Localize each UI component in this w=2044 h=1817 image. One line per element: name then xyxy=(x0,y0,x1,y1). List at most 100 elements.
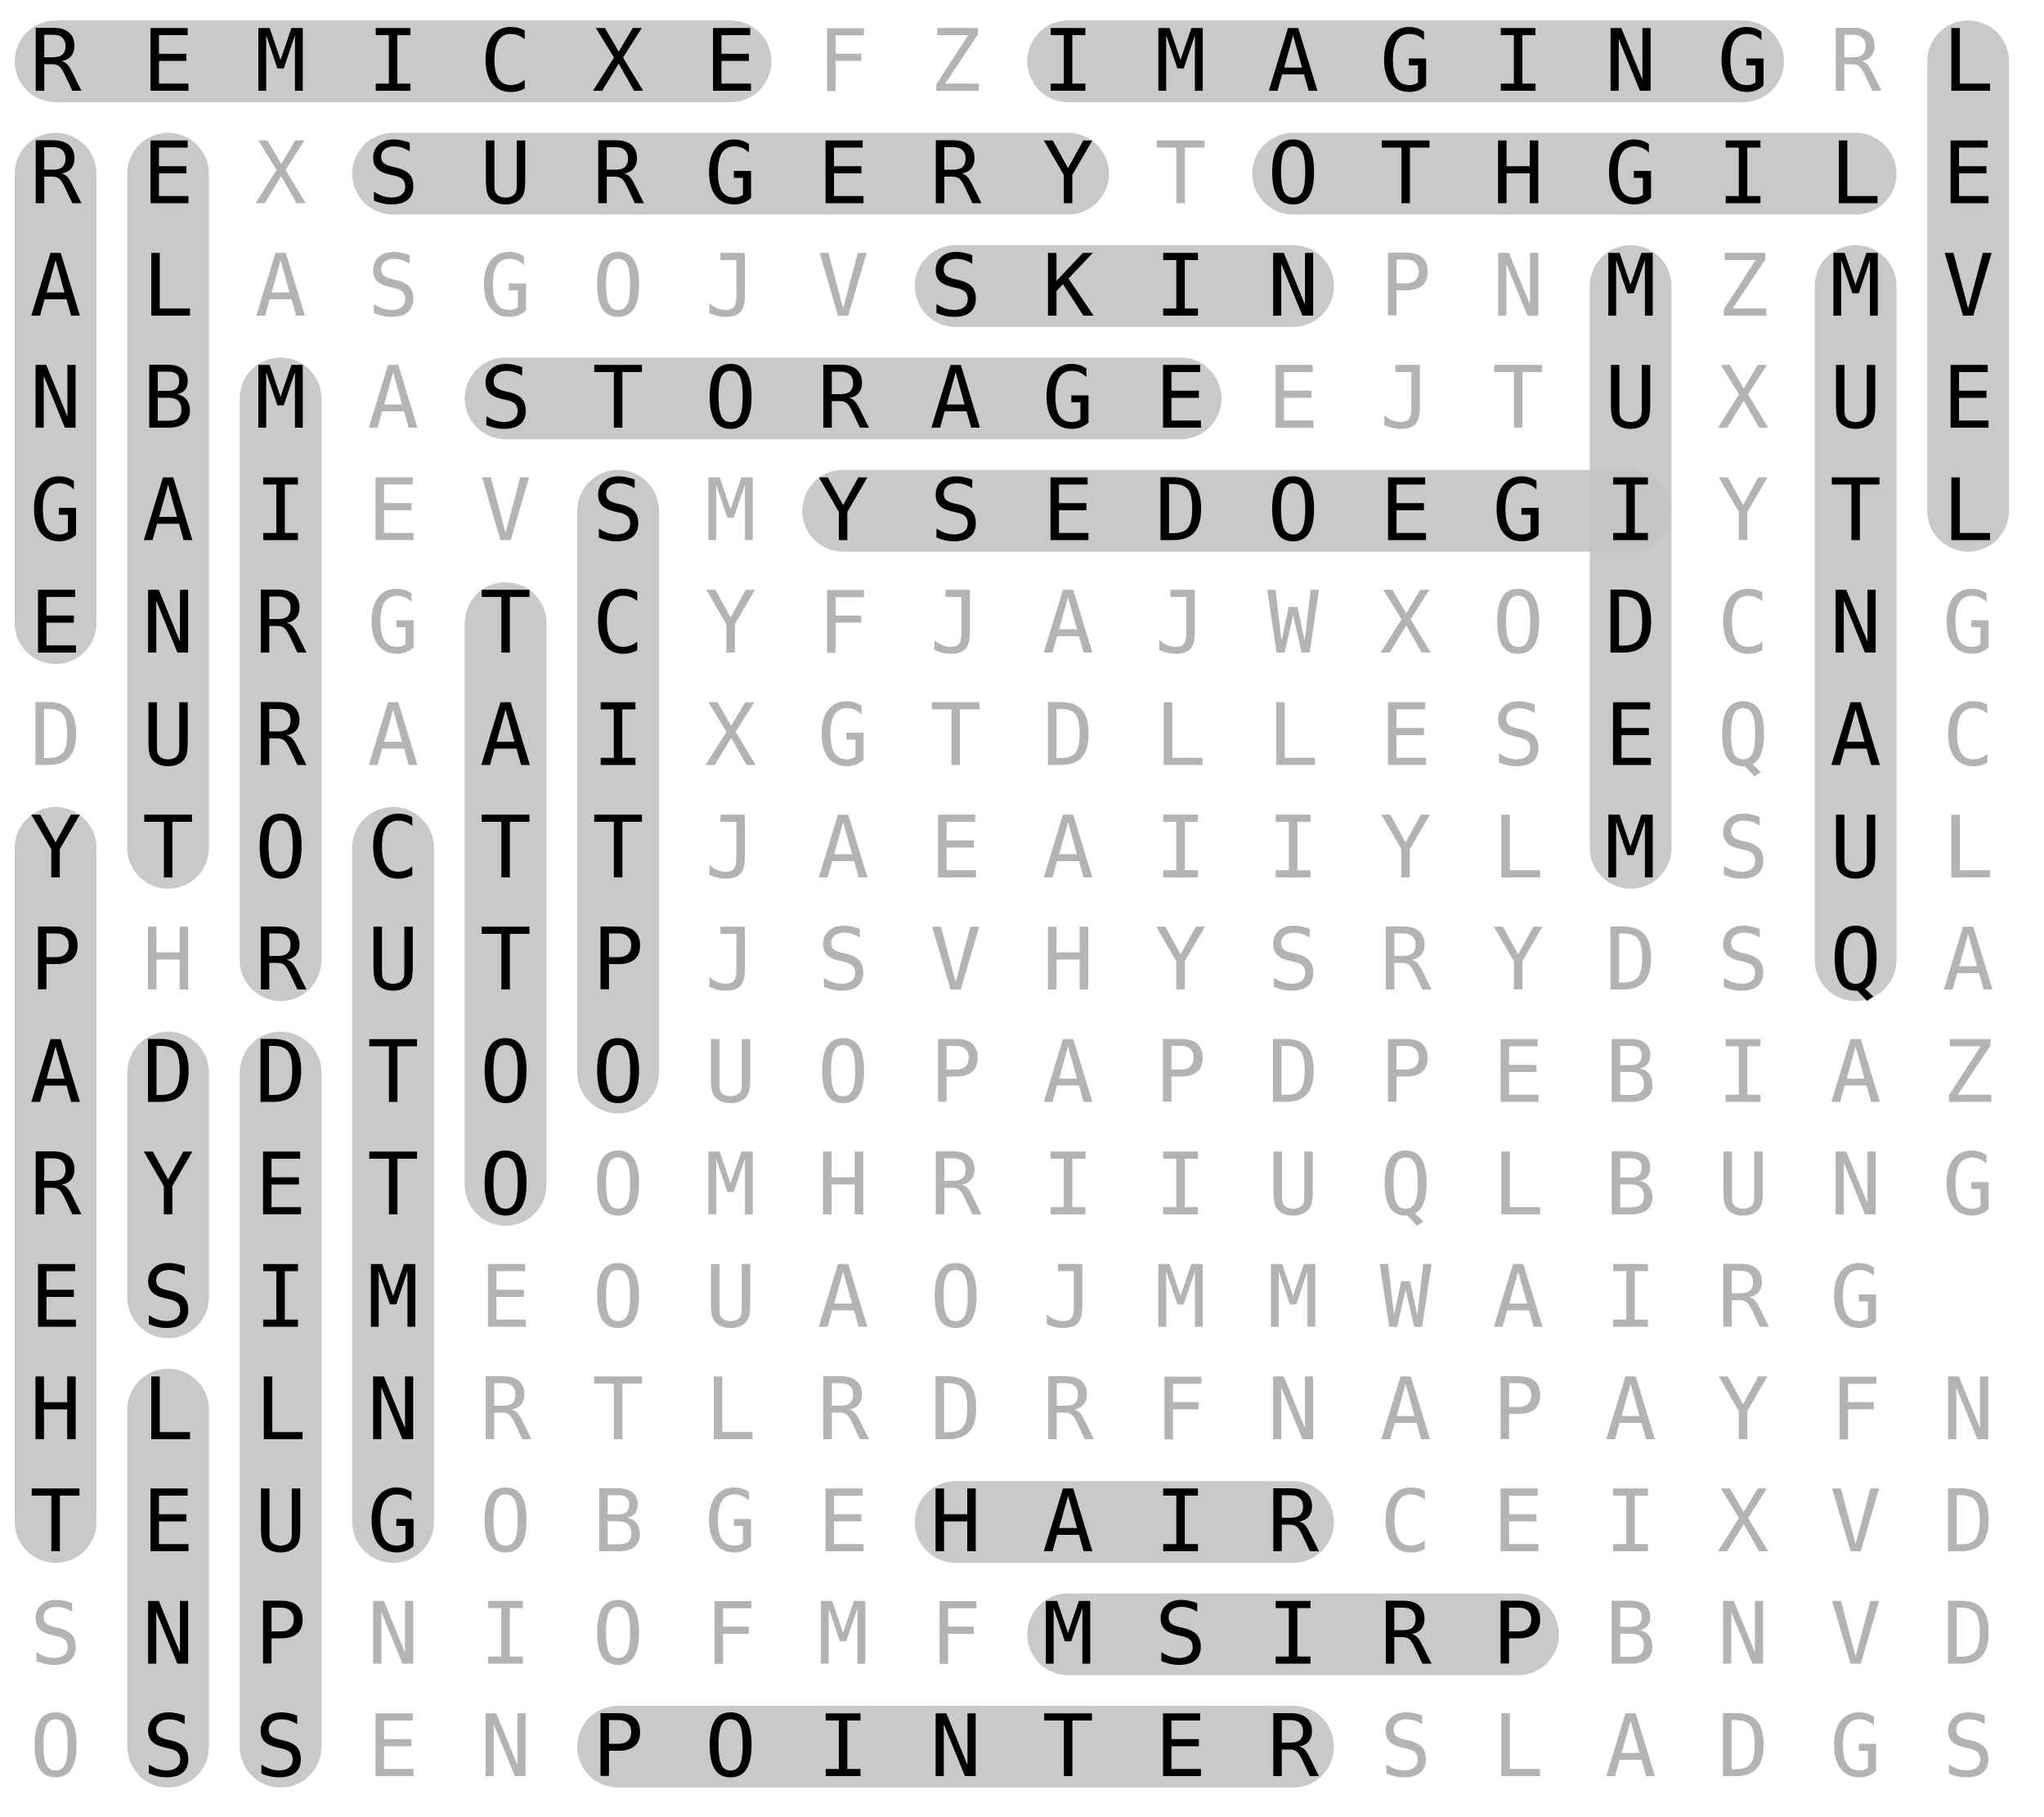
grid-cell-r1-c7[interactable]: E xyxy=(818,123,869,223)
grid-cell-r9-c17[interactable]: Z xyxy=(1943,1023,1994,1123)
grid-cell-r3-c14[interactable]: U xyxy=(1605,348,1656,448)
grid-cell-r13-c14[interactable]: I xyxy=(1605,1472,1656,1572)
grid-cell-r5-c15[interactable]: C xyxy=(1717,573,1768,673)
grid-cell-r5-c16[interactable]: N xyxy=(1830,573,1881,673)
grid-cell-r15-c3[interactable]: E xyxy=(367,1697,419,1797)
grid-cell-r14-c14[interactable]: B xyxy=(1605,1585,1656,1685)
grid-cell-r1-c11[interactable]: O xyxy=(1267,123,1319,223)
grid-cell-r1-c15[interactable]: I xyxy=(1717,123,1768,223)
grid-cell-r12-c4[interactable]: R xyxy=(480,1360,532,1460)
grid-cell-r8-c12[interactable]: R xyxy=(1380,910,1432,1010)
grid-cell-r10-c7[interactable]: H xyxy=(818,1135,869,1235)
grid-cell-r5-c2[interactable]: R xyxy=(255,573,307,673)
grid-cell-r3-c7[interactable]: R xyxy=(818,348,870,448)
grid-cell-r10-c2[interactable]: E xyxy=(255,1135,307,1235)
grid-cell-r6-c14[interactable]: E xyxy=(1605,685,1656,785)
grid-cell-r6-c3[interactable]: A xyxy=(367,685,419,785)
grid-cell-r0-c3[interactable]: I xyxy=(367,11,419,111)
grid-cell-r6-c2[interactable]: R xyxy=(255,685,307,785)
grid-cell-r0-c7[interactable]: F xyxy=(818,11,869,111)
grid-cell-r14-c15[interactable]: N xyxy=(1717,1585,1768,1685)
grid-cell-r10-c15[interactable]: U xyxy=(1717,1135,1768,1235)
grid-cell-r11-c15[interactable]: R xyxy=(1717,1247,1769,1347)
grid-cell-r2-c10[interactable]: I xyxy=(1154,236,1206,336)
grid-cell-r12-c15[interactable]: Y xyxy=(1717,1360,1768,1460)
grid-cell-r0-c1[interactable]: E xyxy=(142,11,194,111)
grid-cell-r10-c10[interactable]: I xyxy=(1154,1135,1206,1235)
grid-cell-r4-c6[interactable]: M xyxy=(705,461,756,561)
grid-cell-r14-c5[interactable]: O xyxy=(592,1585,643,1685)
grid-cell-r11-c9[interactable]: J xyxy=(1042,1247,1094,1347)
grid-cell-r14-c1[interactable]: N xyxy=(142,1585,194,1685)
grid-cell-r1-c12[interactable]: T xyxy=(1380,123,1432,223)
grid-cell-r7-c8[interactable]: E xyxy=(930,798,981,898)
grid-cell-r4-c11[interactable]: O xyxy=(1267,461,1319,561)
grid-cell-r13-c12[interactable]: C xyxy=(1380,1472,1432,1572)
grid-cell-r8-c4[interactable]: T xyxy=(480,910,531,1010)
grid-cell-r11-c6[interactable]: U xyxy=(705,1247,756,1347)
grid-cell-r4-c3[interactable]: E xyxy=(367,461,419,561)
grid-cell-r0-c12[interactable]: G xyxy=(1380,11,1432,111)
grid-cell-r6-c4[interactable]: A xyxy=(480,685,531,785)
grid-cell-r0-c16[interactable]: R xyxy=(1830,11,1882,111)
grid-cell-r7-c6[interactable]: J xyxy=(705,798,756,898)
grid-cell-r7-c15[interactable]: S xyxy=(1717,798,1768,898)
grid-cell-r3-c10[interactable]: E xyxy=(1154,348,1206,448)
grid-cell-r11-c0[interactable]: E xyxy=(29,1247,81,1347)
grid-cell-r2-c17[interactable]: V xyxy=(1943,236,1994,336)
grid-cell-r14-c10[interactable]: S xyxy=(1154,1585,1206,1685)
grid-cell-r8-c14[interactable]: D xyxy=(1605,910,1656,1010)
grid-cell-r4-c2[interactable]: I xyxy=(255,461,307,561)
grid-cell-r0-c13[interactable]: I xyxy=(1492,11,1544,111)
grid-cell-r14-c9[interactable]: M xyxy=(1042,1585,1094,1685)
grid-cell-r15-c0[interactable]: O xyxy=(29,1697,81,1797)
grid-cell-r11-c14[interactable]: I xyxy=(1605,1247,1656,1347)
grid-cell-r7-c12[interactable]: Y xyxy=(1380,798,1432,898)
grid-cell-r15-c6[interactable]: O xyxy=(705,1697,756,1797)
grid-cell-r5-c6[interactable]: Y xyxy=(705,573,756,673)
grid-cell-r6-c15[interactable]: Q xyxy=(1717,685,1768,785)
grid-cell-r14-c12[interactable]: R xyxy=(1380,1585,1432,1685)
grid-cell-r1-c9[interactable]: Y xyxy=(1042,123,1094,223)
grid-cell-r9-c1[interactable]: D xyxy=(142,1023,194,1123)
grid-cell-r11-c5[interactable]: O xyxy=(592,1247,643,1347)
grid-cell-r0-c2[interactable]: M xyxy=(255,11,307,111)
grid-cell-r5-c3[interactable]: G xyxy=(367,573,419,673)
grid-cell-r13-c9[interactable]: A xyxy=(1042,1472,1094,1572)
grid-cell-r4-c13[interactable]: G xyxy=(1492,461,1544,561)
grid-cell-r8-c3[interactable]: U xyxy=(367,910,419,1010)
grid-cell-r13-c0[interactable]: T xyxy=(29,1472,81,1572)
grid-cell-r13-c3[interactable]: G xyxy=(367,1472,419,1572)
grid-cell-r10-c17[interactable]: G xyxy=(1943,1135,1994,1235)
grid-cell-r7-c5[interactable]: T xyxy=(592,798,643,898)
grid-cell-r1-c8[interactable]: R xyxy=(930,123,982,223)
grid-cell-r1-c1[interactable]: E xyxy=(142,123,194,223)
grid-cell-r0-c5[interactable]: X xyxy=(592,11,643,111)
grid-cell-r13-c11[interactable]: R xyxy=(1267,1472,1320,1572)
grid-cell-r10-c6[interactable]: M xyxy=(705,1135,756,1235)
grid-cell-r5-c14[interactable]: D xyxy=(1605,573,1656,673)
grid-cell-r8-c8[interactable]: V xyxy=(930,910,981,1010)
grid-cell-r13-c17[interactable]: D xyxy=(1943,1472,1994,1572)
grid-cell-r5-c13[interactable]: O xyxy=(1492,573,1544,673)
grid-cell-r13-c16[interactable]: V xyxy=(1830,1472,1881,1572)
grid-cell-r13-c6[interactable]: G xyxy=(705,1472,756,1572)
grid-cell-r1-c17[interactable]: E xyxy=(1943,123,1994,223)
grid-cell-r4-c7[interactable]: Y xyxy=(818,461,869,561)
grid-cell-r2-c16[interactable]: M xyxy=(1830,236,1881,336)
grid-cell-r1-c13[interactable]: H xyxy=(1492,123,1544,223)
grid-cell-r7-c11[interactable]: I xyxy=(1267,798,1319,898)
grid-cell-r6-c7[interactable]: G xyxy=(818,685,869,785)
grid-cell-r13-c13[interactable]: E xyxy=(1492,1472,1544,1572)
grid-cell-r2-c4[interactable]: G xyxy=(480,236,531,336)
grid-cell-r9-c16[interactable]: A xyxy=(1830,1023,1881,1123)
grid-cell-r11-c13[interactable]: A xyxy=(1492,1247,1544,1347)
grid-cell-r4-c0[interactable]: G xyxy=(29,461,81,561)
grid-cell-r13-c4[interactable]: O xyxy=(480,1472,531,1572)
grid-cell-r7-c0[interactable]: Y xyxy=(29,798,81,898)
grid-cell-r2-c7[interactable]: V xyxy=(818,236,869,336)
grid-cell-r13-c10[interactable]: I xyxy=(1154,1472,1206,1572)
grid-cell-r9-c0[interactable]: A xyxy=(29,1023,81,1123)
grid-cell-r7-c14[interactable]: M xyxy=(1605,798,1656,898)
grid-cell-r8-c13[interactable]: Y xyxy=(1492,910,1544,1010)
